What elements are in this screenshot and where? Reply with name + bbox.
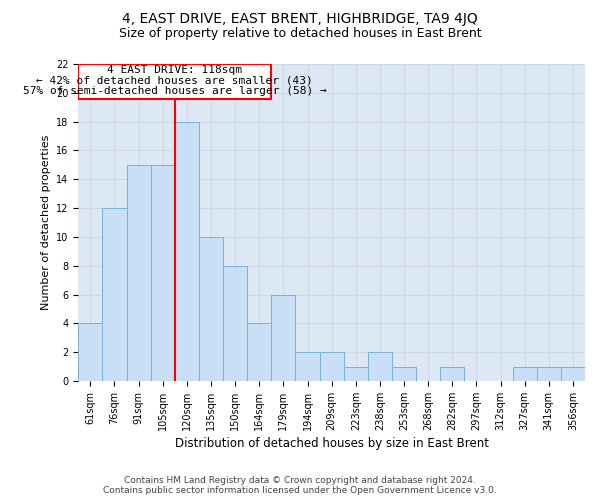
Bar — [103, 208, 127, 381]
Bar — [151, 165, 175, 381]
Text: 57% of semi-detached houses are larger (58) →: 57% of semi-detached houses are larger (… — [23, 86, 326, 96]
Text: 4 EAST DRIVE: 118sqm: 4 EAST DRIVE: 118sqm — [107, 65, 242, 75]
Bar — [247, 324, 271, 381]
Text: ← 42% of detached houses are smaller (43): ← 42% of detached houses are smaller (43… — [37, 76, 313, 86]
X-axis label: Distribution of detached houses by size in East Brent: Distribution of detached houses by size … — [175, 437, 488, 450]
Bar — [79, 324, 103, 381]
Text: Contains HM Land Registry data © Crown copyright and database right 2024.
Contai: Contains HM Land Registry data © Crown c… — [103, 476, 497, 495]
Y-axis label: Number of detached properties: Number of detached properties — [41, 135, 50, 310]
Bar — [320, 352, 344, 381]
Text: Size of property relative to detached houses in East Brent: Size of property relative to detached ho… — [119, 28, 481, 40]
Text: 4, EAST DRIVE, EAST BRENT, HIGHBRIDGE, TA9 4JQ: 4, EAST DRIVE, EAST BRENT, HIGHBRIDGE, T… — [122, 12, 478, 26]
Bar — [537, 366, 561, 381]
Bar — [512, 366, 537, 381]
FancyBboxPatch shape — [79, 64, 271, 98]
Bar — [440, 366, 464, 381]
Bar — [127, 165, 151, 381]
Bar — [175, 122, 199, 381]
Bar — [223, 266, 247, 381]
Bar — [392, 366, 416, 381]
Bar — [368, 352, 392, 381]
Bar — [271, 294, 295, 381]
Bar — [295, 352, 320, 381]
Bar — [561, 366, 585, 381]
Bar — [199, 237, 223, 381]
Bar — [344, 366, 368, 381]
